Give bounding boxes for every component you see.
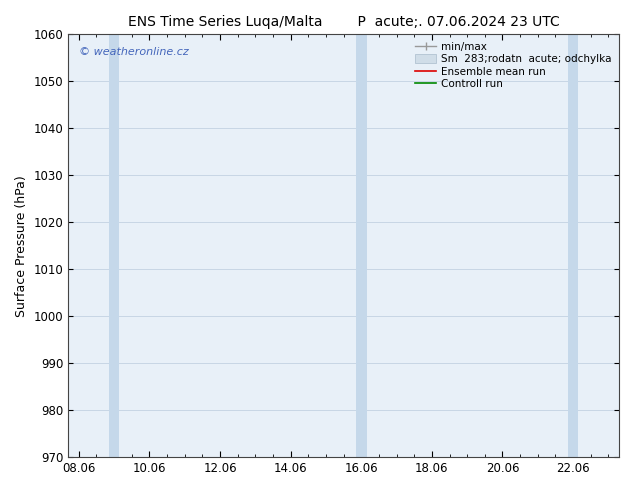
- Bar: [356, 34, 366, 457]
- Legend: min/max, Sm  283;rodatn  acute; odchylka, Ensemble mean run, Controll run: min/max, Sm 283;rodatn acute; odchylka, …: [413, 40, 614, 92]
- Text: © weatheronline.cz: © weatheronline.cz: [79, 47, 189, 57]
- Bar: [109, 34, 119, 457]
- Bar: [568, 34, 578, 457]
- Title: ENS Time Series Luqa/Malta        P  acute;. 07.06.2024 23 UTC: ENS Time Series Luqa/Malta P acute;. 07.…: [127, 15, 559, 29]
- Y-axis label: Surface Pressure (hPa): Surface Pressure (hPa): [15, 175, 28, 317]
